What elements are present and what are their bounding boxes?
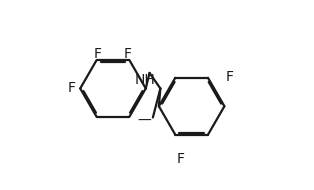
Text: —: — (137, 114, 151, 128)
Text: NH: NH (134, 73, 155, 86)
Text: F: F (225, 70, 233, 84)
Text: F: F (68, 82, 76, 95)
Text: F: F (124, 47, 132, 61)
Text: F: F (94, 47, 102, 61)
Text: F: F (176, 152, 184, 166)
